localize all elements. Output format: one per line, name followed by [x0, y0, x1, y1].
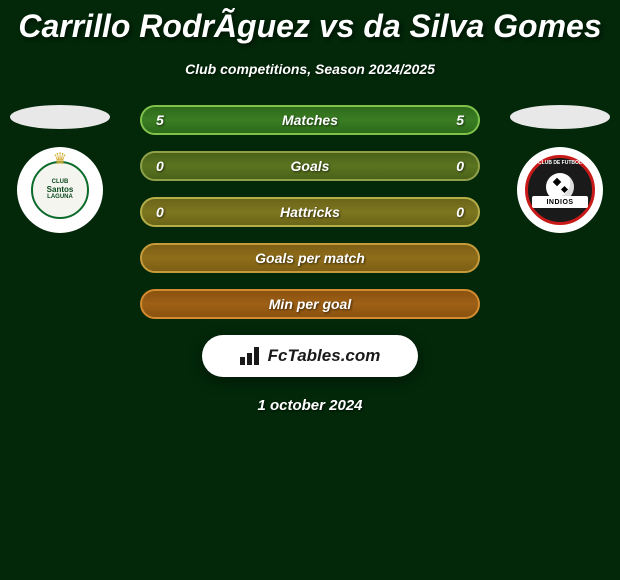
stat-label: Hattricks — [280, 204, 340, 220]
santos-line3: LAGUNA — [47, 194, 73, 201]
stats-container: 5 Matches 5 0 Goals 0 0 Hattricks 0 Goal… — [140, 105, 480, 319]
crown-icon: ♛ — [53, 149, 67, 169]
stat-row-matches: 5 Matches 5 — [140, 105, 480, 135]
stat-label: Goals per match — [255, 250, 365, 266]
stat-right-value: 0 — [444, 204, 464, 220]
stat-label: Matches — [282, 112, 338, 128]
stat-right-value: 0 — [444, 158, 464, 174]
indios-ribbon: INDIOS — [532, 196, 588, 208]
right-column: CLUB DE FUTBOL INDIOS — [510, 105, 610, 233]
page-title: Carrillo RodrÃ­guez vs da Silva Gomes — [0, 0, 620, 45]
stat-right-value: 5 — [444, 112, 464, 128]
date-label: 1 october 2024 — [0, 397, 620, 414]
subtitle: Club competitions, Season 2024/2025 — [0, 61, 620, 77]
stat-row-min-per-goal: Min per goal — [140, 289, 480, 319]
stat-left-value: 5 — [156, 112, 176, 128]
main-area: ♛ CLUB Santos LAGUNA CLUB DE FUTBOL INDI… — [0, 105, 620, 414]
santos-badge-inner: ♛ CLUB Santos LAGUNA — [31, 161, 89, 219]
stat-left-value: 0 — [156, 204, 176, 220]
stat-left-value: 0 — [156, 158, 176, 174]
club-badge-right: CLUB DE FUTBOL INDIOS — [517, 147, 603, 233]
indios-badge-inner: CLUB DE FUTBOL INDIOS — [525, 155, 595, 225]
stat-row-goals: 0 Goals 0 — [140, 151, 480, 181]
stat-label: Goals — [291, 158, 330, 174]
stat-row-goals-per-match: Goals per match — [140, 243, 480, 273]
indios-top-text: CLUB DE FUTBOL — [538, 160, 582, 166]
player-avatar-left — [10, 105, 110, 129]
player-avatar-right — [510, 105, 610, 129]
santos-line2: Santos — [47, 186, 74, 195]
brand-text: FcTables.com — [268, 346, 381, 366]
left-column: ♛ CLUB Santos LAGUNA — [10, 105, 110, 233]
stat-label: Min per goal — [269, 296, 351, 312]
stat-row-hattricks: 0 Hattricks 0 — [140, 197, 480, 227]
brand-link[interactable]: FcTables.com — [202, 335, 418, 377]
club-badge-left: ♛ CLUB Santos LAGUNA — [17, 147, 103, 233]
chart-icon — [240, 347, 262, 365]
